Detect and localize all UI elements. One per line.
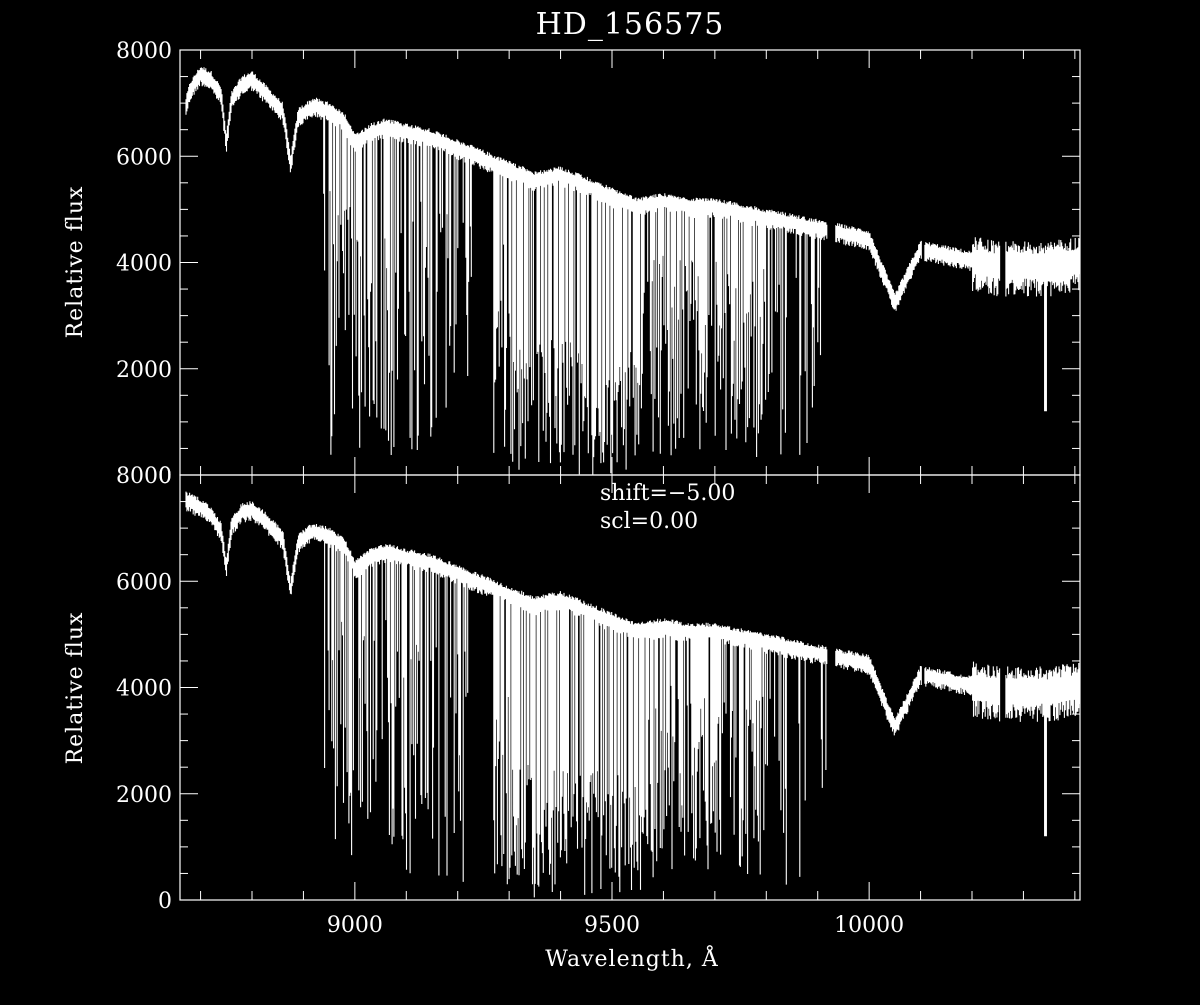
shift-annotation: shift=−5.00 <box>600 481 735 506</box>
y-tick-label: 4000 <box>116 252 172 277</box>
top-y-axis-label: Relative flux <box>63 186 88 339</box>
spectrum-series <box>185 67 1081 475</box>
x-tick-label: 10000 <box>834 913 904 938</box>
x-axis-label: Wavelength, Å <box>545 944 719 972</box>
y-tick-label: 6000 <box>116 145 172 170</box>
y-tick-label: 0 <box>158 464 172 489</box>
y-tick-label: 8000 <box>116 39 172 64</box>
y-tick-label: 0 <box>158 889 172 914</box>
bottom-panel: 0 2000 4000 6000 8000 9000 9500 10000 <box>116 464 1081 938</box>
x-tick-label: 9500 <box>584 913 640 938</box>
spectrum-series <box>185 491 1081 898</box>
y-tick-label: 2000 <box>116 783 172 808</box>
y-tick-label: 2000 <box>116 358 172 383</box>
bottom-y-axis-label: Relative flux <box>63 612 88 765</box>
top-panel: 0 2000 4000 6000 8000 <box>116 39 1081 489</box>
scale-annotation: scl=0.00 <box>600 509 698 534</box>
chart-title: HD_156575 <box>536 7 725 42</box>
y-tick-label: 8000 <box>116 464 172 489</box>
y-tick-label: 6000 <box>116 570 172 595</box>
x-tick-label: 9000 <box>327 913 383 938</box>
y-tick-label: 4000 <box>116 677 172 702</box>
